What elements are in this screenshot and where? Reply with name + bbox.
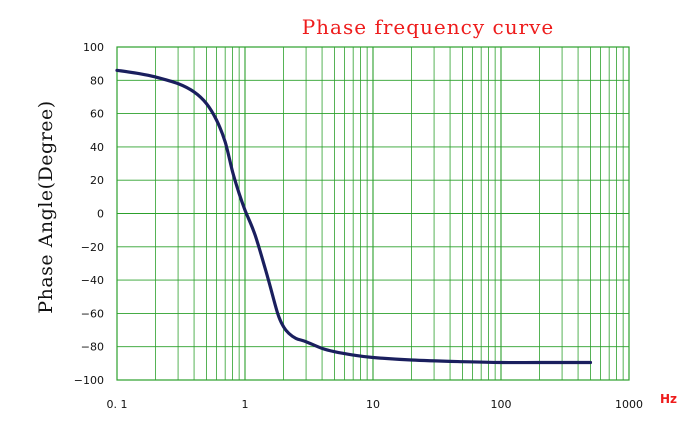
x-tick-label: 1000	[615, 398, 643, 411]
y-tick-label: −60	[81, 307, 104, 320]
x-tick-label: 1	[242, 398, 249, 411]
series-layer	[115, 68, 593, 365]
y-tick-label: −20	[81, 241, 104, 254]
y-tick-label: 20	[90, 174, 104, 187]
y-tick-label: 40	[90, 141, 104, 154]
x-tick-label: 0. 1	[107, 398, 128, 411]
plot-frame	[116, 46, 630, 381]
y-tick-label: −100	[74, 374, 104, 387]
y-axis-label: Phase Angle(Degree)	[35, 100, 57, 313]
y-tick-label: −80	[81, 341, 104, 354]
chart-title: Phase frequency curve	[302, 15, 555, 39]
x-tick-label: 100	[491, 398, 512, 411]
x-tick-label: 10	[366, 398, 380, 411]
x-axis-unit-label: Hz	[660, 392, 677, 406]
phase-curve-line	[115, 68, 593, 365]
y-tick-label: 60	[90, 108, 104, 121]
tick-labels: 100 80 60 40 20 0 −20 −40 −60 −80 −1000. 1 1 10 100 10…	[74, 41, 643, 411]
y-tick-label: 80	[90, 74, 104, 87]
y-tick-label: −40	[81, 274, 104, 287]
y-tick-label: 0	[97, 208, 104, 221]
grid	[117, 47, 629, 380]
y-tick-label: 100	[83, 41, 104, 54]
